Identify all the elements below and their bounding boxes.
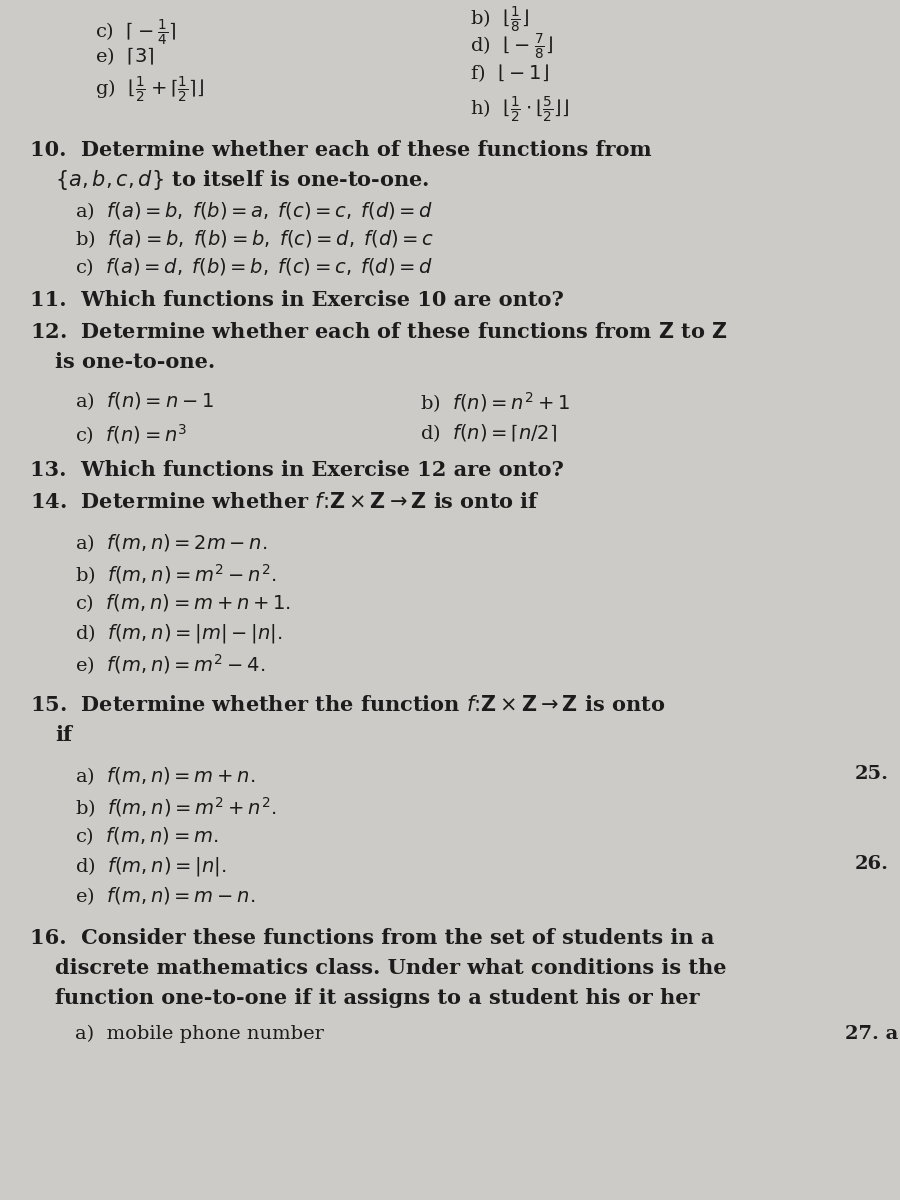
Text: 16.  Consider these functions from the set of students in a: 16. Consider these functions from the se… <box>30 928 715 948</box>
Text: d)  $f(m, n) = |n|.$: d) $f(m, n) = |n|.$ <box>75 854 227 878</box>
Text: d)  $f(m, n) = |m| - |n|.$: d) $f(m, n) = |m| - |n|.$ <box>75 622 283 646</box>
Text: if: if <box>55 725 72 745</box>
Text: b)  $\lfloor \frac{1}{8} \rfloor$: b) $\lfloor \frac{1}{8} \rfloor$ <box>470 5 529 35</box>
Text: a)  $f(m, n) = m + n.$: a) $f(m, n) = m + n.$ <box>75 766 256 787</box>
Text: e)  $\lceil 3 \rceil$: e) $\lceil 3 \rceil$ <box>95 44 155 67</box>
Text: a)  $f(a) = b,\; f(b) = a,\; f(c) = c,\; f(d) = d$: a) $f(a) = b,\; f(b) = a,\; f(c) = c,\; … <box>75 200 434 222</box>
Text: 12.  Determine whether each of these functions from $\mathbf{Z}$ to $\mathbf{Z}$: 12. Determine whether each of these func… <box>30 322 727 342</box>
Text: 10.  Determine whether each of these functions from: 10. Determine whether each of these func… <box>30 140 652 160</box>
Text: 26.: 26. <box>855 854 889 874</box>
Text: b)  $f(m, n) = m^2 + n^2.$: b) $f(m, n) = m^2 + n^2.$ <box>75 794 276 820</box>
Text: discrete mathematics class. Under what conditions is the: discrete mathematics class. Under what c… <box>55 958 726 978</box>
Text: d)  $f(n) = \lceil n/2 \rceil$: d) $f(n) = \lceil n/2 \rceil$ <box>420 422 557 444</box>
Text: c)  $f(n) = n^3$: c) $f(n) = n^3$ <box>75 422 187 446</box>
Text: 25.: 25. <box>855 766 889 782</box>
Text: e)  $f(m, n) = m - n.$: e) $f(m, n) = m - n.$ <box>75 886 256 907</box>
Text: 11.  Which functions in Exercise 10 are onto?: 11. Which functions in Exercise 10 are o… <box>30 290 564 310</box>
Text: h)  $\lfloor \frac{1}{2} \cdot \lfloor \frac{5}{2} \rfloor \rfloor$: h) $\lfloor \frac{1}{2} \cdot \lfloor \f… <box>470 95 570 125</box>
Text: b)  $f(a) = b,\; f(b) = b,\; f(c) = d,\; f(d) = c$: b) $f(a) = b,\; f(b) = b,\; f(c) = d,\; … <box>75 228 435 250</box>
Text: function one-to-one if it assigns to a student his or her: function one-to-one if it assigns to a s… <box>55 988 699 1008</box>
Text: c)  $\lceil -\frac{1}{4} \rceil$: c) $\lceil -\frac{1}{4} \rceil$ <box>95 18 176 48</box>
Text: 14.  Determine whether $f\colon \mathbf{Z} \times \mathbf{Z} \rightarrow \mathbf: 14. Determine whether $f\colon \mathbf{Z… <box>30 492 540 512</box>
Text: a)  $f(n) = n - 1$: a) $f(n) = n - 1$ <box>75 390 214 412</box>
Text: 15.  Determine whether the function $f\colon \mathbf{Z} \times \mathbf{Z} \right: 15. Determine whether the function $f\co… <box>30 695 665 715</box>
Text: 27. a: 27. a <box>845 1025 898 1043</box>
Text: e)  $f(m, n) = m^2 - 4.$: e) $f(m, n) = m^2 - 4.$ <box>75 652 266 677</box>
Text: c)  $f(a) = d,\; f(b) = b,\; f(c) = c,\; f(d) = d$: c) $f(a) = d,\; f(b) = b,\; f(c) = c,\; … <box>75 256 433 278</box>
Text: a)  mobile phone number: a) mobile phone number <box>75 1025 324 1043</box>
Text: f)  $\lfloor -1 \rfloor$: f) $\lfloor -1 \rfloor$ <box>470 62 549 84</box>
Text: b)  $f(m, n) = m^2 - n^2.$: b) $f(m, n) = m^2 - n^2.$ <box>75 562 276 587</box>
Text: is one-to-one.: is one-to-one. <box>55 352 215 372</box>
Text: 13.  Which functions in Exercise 12 are onto?: 13. Which functions in Exercise 12 are o… <box>30 460 564 480</box>
Text: g)  $\lfloor \frac{1}{2} + \lceil \frac{1}{2} \rceil \rfloor$: g) $\lfloor \frac{1}{2} + \lceil \frac{1… <box>95 74 204 106</box>
Text: $\{a, b, c, d\}$ to itself is one-to-one.: $\{a, b, c, d\}$ to itself is one-to-one… <box>55 168 429 192</box>
Text: c)  $f(m, n) = m + n + 1.$: c) $f(m, n) = m + n + 1.$ <box>75 592 291 614</box>
Text: d)  $\lfloor -\frac{7}{8} \rfloor$: d) $\lfloor -\frac{7}{8} \rfloor$ <box>470 32 553 62</box>
Text: b)  $f(n) = n^2 + 1$: b) $f(n) = n^2 + 1$ <box>420 390 570 415</box>
Text: a)  $f(m, n) = 2m - n.$: a) $f(m, n) = 2m - n.$ <box>75 532 267 554</box>
Text: c)  $f(m, n) = m.$: c) $f(m, n) = m.$ <box>75 826 219 847</box>
